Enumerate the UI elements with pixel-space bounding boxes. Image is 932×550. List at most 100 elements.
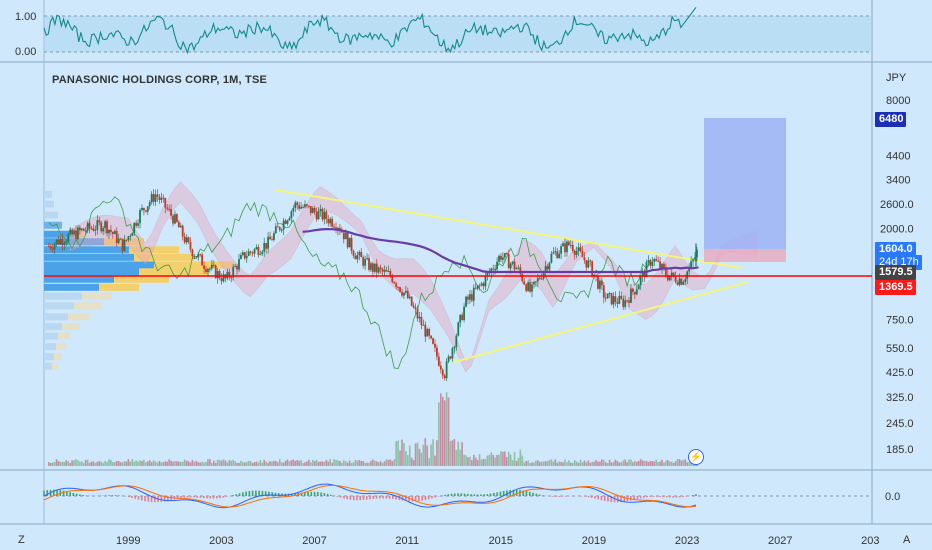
volume-bar bbox=[393, 459, 396, 466]
volume-profile-bar bbox=[44, 200, 54, 208]
target-box[interactable] bbox=[704, 118, 786, 249]
candle bbox=[150, 191, 153, 205]
volume-bar bbox=[408, 445, 411, 466]
trend-line-upper[interactable] bbox=[275, 189, 743, 269]
volume-bar bbox=[110, 460, 112, 466]
target-entry-zone[interactable] bbox=[704, 249, 786, 262]
volume-profile-bar bbox=[82, 292, 112, 300]
candle bbox=[527, 279, 530, 292]
candle bbox=[502, 252, 504, 264]
volume-bar bbox=[212, 460, 215, 466]
volume-bar bbox=[492, 454, 494, 466]
volume-bar bbox=[599, 461, 601, 466]
macd-histogram-bar bbox=[480, 494, 482, 496]
candle bbox=[616, 297, 619, 309]
macd-histogram-bar bbox=[411, 496, 414, 502]
volume-bar bbox=[498, 454, 500, 466]
macd-histogram-bar bbox=[127, 496, 130, 498]
oscillator-line bbox=[43, 7, 697, 55]
volume-profile-bar bbox=[44, 253, 134, 261]
candle bbox=[651, 257, 654, 270]
volume-bar bbox=[179, 461, 182, 466]
candle bbox=[469, 289, 471, 304]
candle bbox=[212, 260, 215, 268]
candle bbox=[133, 222, 136, 236]
macd-histogram-bar bbox=[336, 496, 339, 497]
volume-bar bbox=[360, 461, 363, 466]
volume-bar bbox=[257, 462, 260, 466]
candle bbox=[558, 249, 561, 259]
auto-scale-button[interactable]: A bbox=[903, 534, 911, 546]
candle bbox=[403, 292, 405, 300]
macd-histogram-bar bbox=[525, 491, 528, 496]
candle bbox=[71, 227, 74, 236]
volume-bar bbox=[296, 459, 299, 466]
volume-bar bbox=[242, 462, 244, 466]
oscillator-pane[interactable] bbox=[43, 7, 872, 55]
macd-histogram-bar bbox=[330, 494, 332, 496]
candle bbox=[463, 303, 465, 323]
macd-histogram-bar bbox=[450, 493, 453, 496]
volume-bar bbox=[350, 462, 353, 466]
volume-bar bbox=[420, 452, 423, 466]
candle bbox=[117, 233, 120, 245]
candle bbox=[566, 239, 568, 257]
macd-histogram-bar bbox=[509, 490, 511, 496]
candle bbox=[523, 277, 526, 286]
macd-histogram-bar bbox=[105, 495, 107, 496]
trend-line-lower[interactable] bbox=[453, 281, 749, 363]
volume-bar bbox=[143, 459, 145, 466]
volume-bar bbox=[121, 462, 124, 466]
volume-profile-bar bbox=[44, 302, 74, 310]
volume-bar bbox=[364, 462, 366, 466]
candle bbox=[659, 257, 661, 271]
candle bbox=[393, 281, 396, 285]
candle bbox=[191, 248, 194, 259]
volume-bar bbox=[201, 461, 203, 466]
volume-bar bbox=[88, 462, 91, 466]
volume-bar bbox=[558, 461, 560, 466]
macd-histogram-bar bbox=[349, 496, 352, 500]
candle bbox=[195, 256, 198, 258]
volume-bar bbox=[461, 442, 463, 466]
volume-bar bbox=[445, 392, 448, 466]
volume-bar bbox=[94, 462, 97, 466]
volume-bar bbox=[106, 461, 108, 466]
candle bbox=[554, 246, 557, 256]
candle bbox=[602, 282, 605, 304]
candle bbox=[544, 261, 547, 278]
candle bbox=[65, 239, 68, 247]
macd-histogram-bar bbox=[649, 496, 652, 497]
macd-histogram-bar bbox=[294, 493, 296, 496]
volume-bar bbox=[645, 460, 648, 466]
macd-histogram-bar bbox=[643, 496, 645, 498]
candle bbox=[144, 209, 147, 213]
current-price-badge: 1604.0 bbox=[875, 242, 916, 257]
volume-bar bbox=[525, 460, 527, 466]
macd-histogram-bar bbox=[118, 495, 120, 496]
volume-bar bbox=[606, 462, 609, 466]
volume-bar bbox=[412, 459, 415, 466]
macd-histogram-bar bbox=[258, 490, 260, 496]
time-axis[interactable]: 1999 2003 2007 2011 2015 2019 2023 2027 203 bbox=[116, 535, 880, 547]
candle bbox=[284, 218, 287, 225]
volume-bar bbox=[688, 462, 690, 466]
volume-bar bbox=[401, 439, 403, 466]
flash-button[interactable]: ⚡ bbox=[688, 449, 704, 465]
macd-histogram-bar bbox=[215, 496, 218, 499]
volume-bar bbox=[135, 460, 137, 466]
macd-histogram-bar bbox=[167, 496, 169, 501]
volume-bar bbox=[624, 459, 626, 466]
volume-bar bbox=[667, 460, 669, 466]
zoom-button[interactable]: Z bbox=[18, 534, 25, 546]
volume-bar bbox=[133, 461, 136, 466]
volume-bar bbox=[304, 462, 306, 466]
lagging-span-line bbox=[48, 196, 651, 370]
macd-histogram-bar bbox=[271, 492, 273, 496]
macd-histogram-bar bbox=[62, 490, 65, 496]
macd-histogram-bar bbox=[176, 496, 179, 499]
macd-pane[interactable] bbox=[43, 483, 872, 509]
candle bbox=[377, 266, 380, 275]
macd-histogram-bar bbox=[460, 493, 463, 496]
